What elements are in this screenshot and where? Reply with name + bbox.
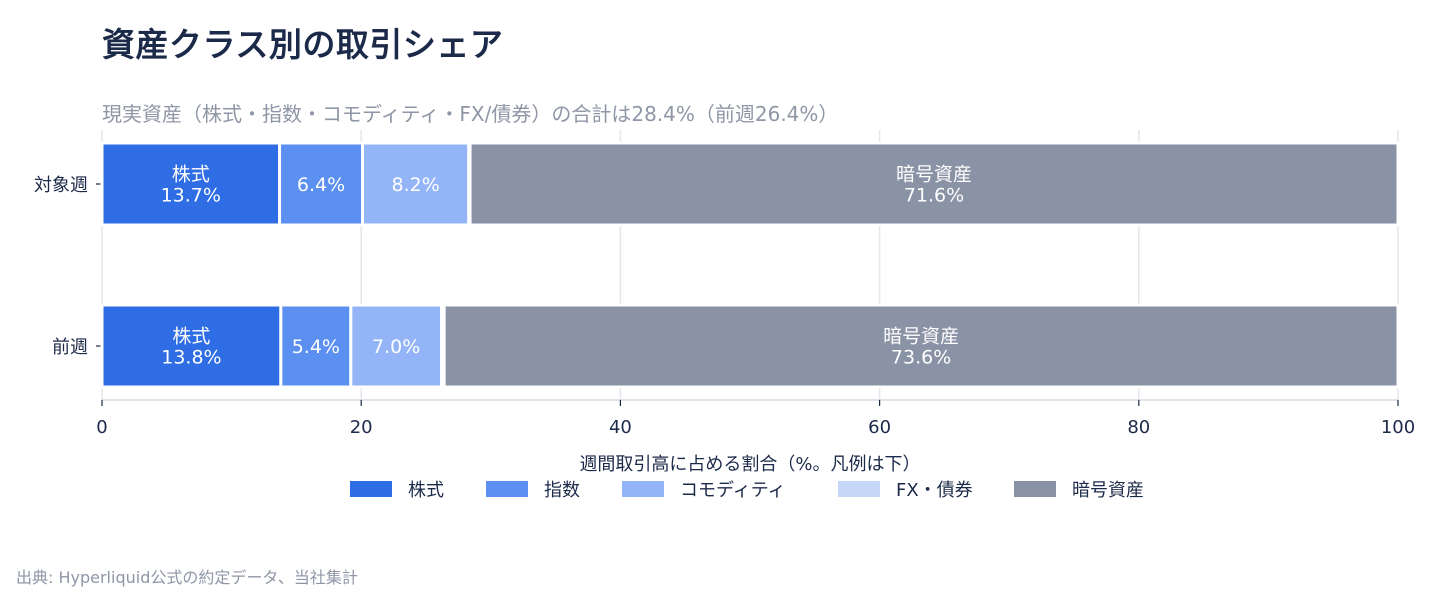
legend-swatch	[1014, 481, 1056, 497]
bar-segment	[468, 141, 1400, 227]
category-label: 前週	[52, 337, 88, 358]
source-note: 出典: Hyperliquid公式の約定データ、当社集計	[16, 568, 358, 587]
data-label: 7.0%	[372, 336, 420, 358]
legend-swatch	[350, 481, 392, 497]
legend-label: 株式	[408, 480, 444, 501]
data-label: 株式 13.7%	[161, 164, 221, 207]
data-label: 暗号資産 73.6%	[883, 326, 959, 369]
x-tick-label: 80	[1127, 417, 1150, 438]
data-label: 6.4%	[297, 174, 345, 196]
legend-swatch	[622, 481, 664, 497]
x-tick-label: 60	[868, 417, 891, 438]
legend-label: 暗号資産	[1072, 480, 1144, 501]
data-label: 8.2%	[391, 174, 439, 196]
legend-label: コモディティ	[680, 480, 786, 501]
data-label: 5.4%	[292, 336, 340, 358]
x-tick-label: 0	[96, 417, 107, 438]
legend-swatch	[838, 481, 880, 497]
bar-segment	[349, 303, 444, 389]
x-axis-title: 週間取引高に占める割合（%。凡例は下）	[579, 454, 920, 475]
data-label: 暗号資産 71.6%	[896, 164, 972, 207]
chart-subtitle: 現実資産（株式・指数・コモディティ・FX/債券）の合計は28.4%（前週26.4…	[102, 102, 839, 126]
bar-segment	[442, 303, 1400, 389]
x-tick-label: 100	[1381, 417, 1415, 438]
bar-segment	[278, 141, 364, 227]
x-tick-label: 20	[350, 417, 373, 438]
bar-segment	[279, 303, 353, 389]
legend-swatch	[486, 481, 528, 497]
data-label: 株式 13.8%	[161, 326, 221, 369]
legend-label: FX・債券	[896, 480, 973, 501]
chart-title: 資産クラス別の取引シェア	[102, 25, 504, 64]
x-tick-label: 40	[609, 417, 632, 438]
legend-label: 指数	[544, 480, 580, 501]
category-label: 対象週	[34, 175, 88, 196]
